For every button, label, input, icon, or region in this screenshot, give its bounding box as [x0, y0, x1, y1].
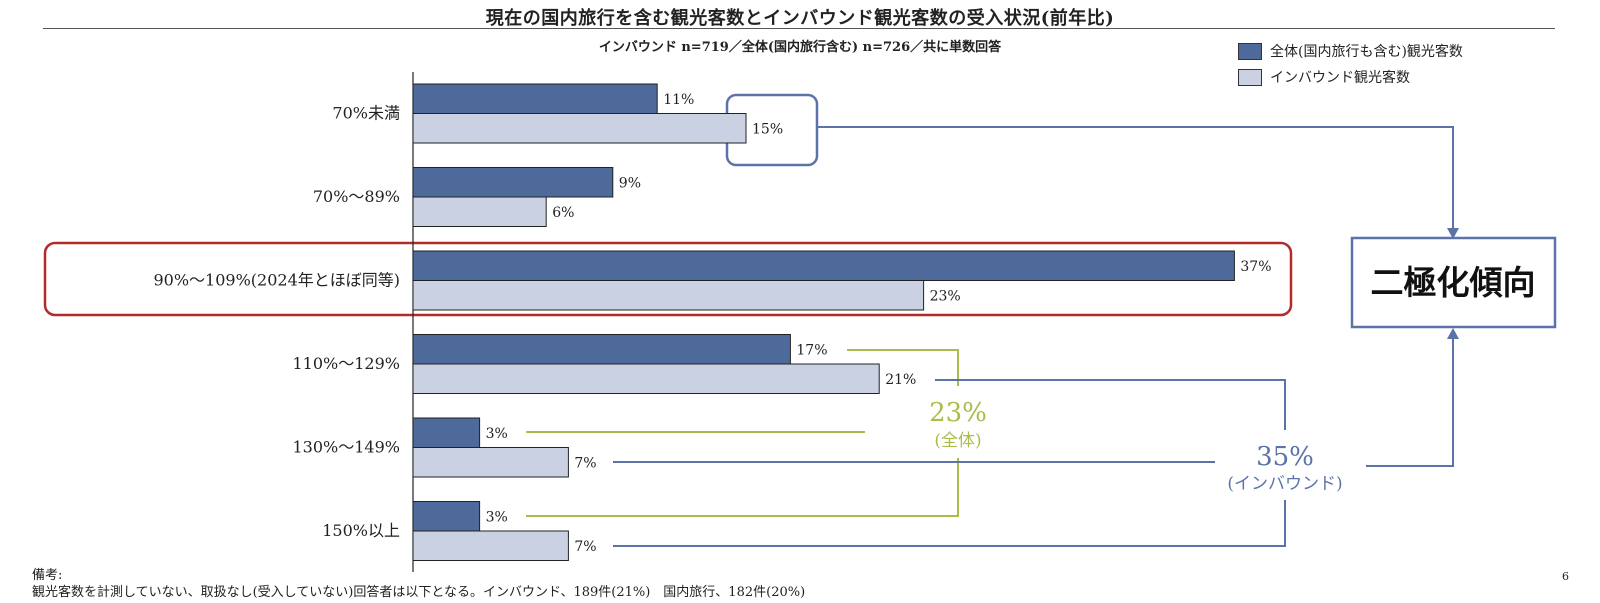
bar-inbound-4 [412, 447, 569, 478]
bar-label-overall-1: 9% [619, 175, 641, 191]
inbound-total-label: (インバウンド) [1227, 474, 1342, 494]
category-labels: 70%未満 70%〜89% 90%〜109%(2024年とほぼ同等) 110%〜129… [153, 104, 400, 541]
inbound-total-value: 35% [1256, 442, 1314, 472]
bar-label-overall-5: 3% [486, 509, 508, 525]
bar-inbound-1 [412, 196, 547, 227]
legend-item-inbound: インバウンド観光客数 [1238, 67, 1410, 87]
overall-total-label: (全体) [934, 431, 981, 451]
trend-label: 二極化傾向 [1371, 263, 1536, 302]
bar-label-inbound-5: 7% [574, 539, 596, 555]
bar-overall-0 [412, 83, 658, 114]
title-divider [43, 28, 1555, 29]
legend-item-overall: 全体(国内旅行も含む)観光客数 [1238, 41, 1463, 61]
legend-swatch-overall [1238, 42, 1262, 60]
chart-title: 現在の国内旅行を含む観光客数とインバウンド観光客数の受入状況(前年比) [485, 8, 1115, 29]
category-label-4: 130%〜149% [293, 438, 401, 457]
page-number: 6 [1562, 570, 1569, 583]
bar-inbound-3 [412, 363, 880, 394]
bars [412, 83, 1235, 561]
bar-inbound-5 [412, 530, 569, 561]
overall-total-value: 23% [929, 398, 987, 428]
bar-overall-4 [412, 417, 481, 448]
highlight-box-90-109 [43, 241, 1293, 317]
bar-overall-3 [412, 334, 791, 365]
bar-label-inbound-0: 15% [752, 121, 783, 137]
arrowhead-up [1447, 328, 1459, 339]
bar-label-inbound-3: 21% [885, 372, 916, 388]
bar-label-inbound-1: 6% [552, 205, 574, 221]
bar-label-inbound-2: 23% [930, 288, 961, 304]
category-label-3: 110%〜129% [293, 354, 401, 373]
category-label-5: 150%以上 [322, 521, 400, 540]
annotation-connectors [526, 126, 1459, 547]
notes-heading: 備考: [32, 568, 63, 583]
connector-overall-150-plus [526, 458, 959, 517]
chart-subtitle: インバウンド n=719／全体(国内旅行含む) n=726／共に単数回答 [598, 40, 1002, 55]
bar-inbound-2 [412, 280, 925, 311]
category-label-2: 90%〜109%(2024年とほぼ同等) [153, 271, 400, 290]
connector-overall-110-129 [847, 349, 959, 386]
bar-label-overall-0: 11% [663, 92, 694, 108]
bar-label-overall-3: 17% [796, 342, 827, 358]
connector-under-70-to-trend [817, 126, 1454, 236]
connector-to-trend [1366, 330, 1454, 467]
bar-overall-1 [412, 167, 614, 198]
bar-label-overall-2: 37% [1240, 259, 1271, 275]
connector-inbound-110-129 [935, 379, 1286, 430]
bar-label-overall-4: 3% [486, 426, 508, 442]
legend-label-inbound: インバウンド観光客数 [1270, 70, 1410, 86]
bar-overall-5 [412, 501, 481, 532]
annotations: 23% (全体) 35%(インバウンド) 二極化傾向 [929, 236, 1557, 494]
bar-inbound-0 [412, 113, 747, 144]
legend-swatch-inbound [1238, 68, 1262, 86]
bar-label-inbound-4: 7% [574, 455, 596, 471]
bar-value-labels: 11% 15% 9% 6% 37% 23% 17% 21% 3% 7% 3% 7% [486, 92, 1272, 555]
connector-inbound-150-plus [613, 500, 1286, 547]
category-label-0: 70%未満 [332, 104, 400, 123]
bar-overall-2 [412, 250, 1235, 281]
notes-body: 観光客数を計測していない、取扱なし(受入していない)回答者は以下となる。インバウ… [32, 585, 806, 600]
legend-label-overall: 全体(国内旅行も含む)観光客数 [1270, 44, 1463, 60]
category-label-1: 70%〜89% [313, 187, 400, 206]
arrowhead-down [1447, 228, 1459, 239]
trend-box [1350, 236, 1557, 329]
